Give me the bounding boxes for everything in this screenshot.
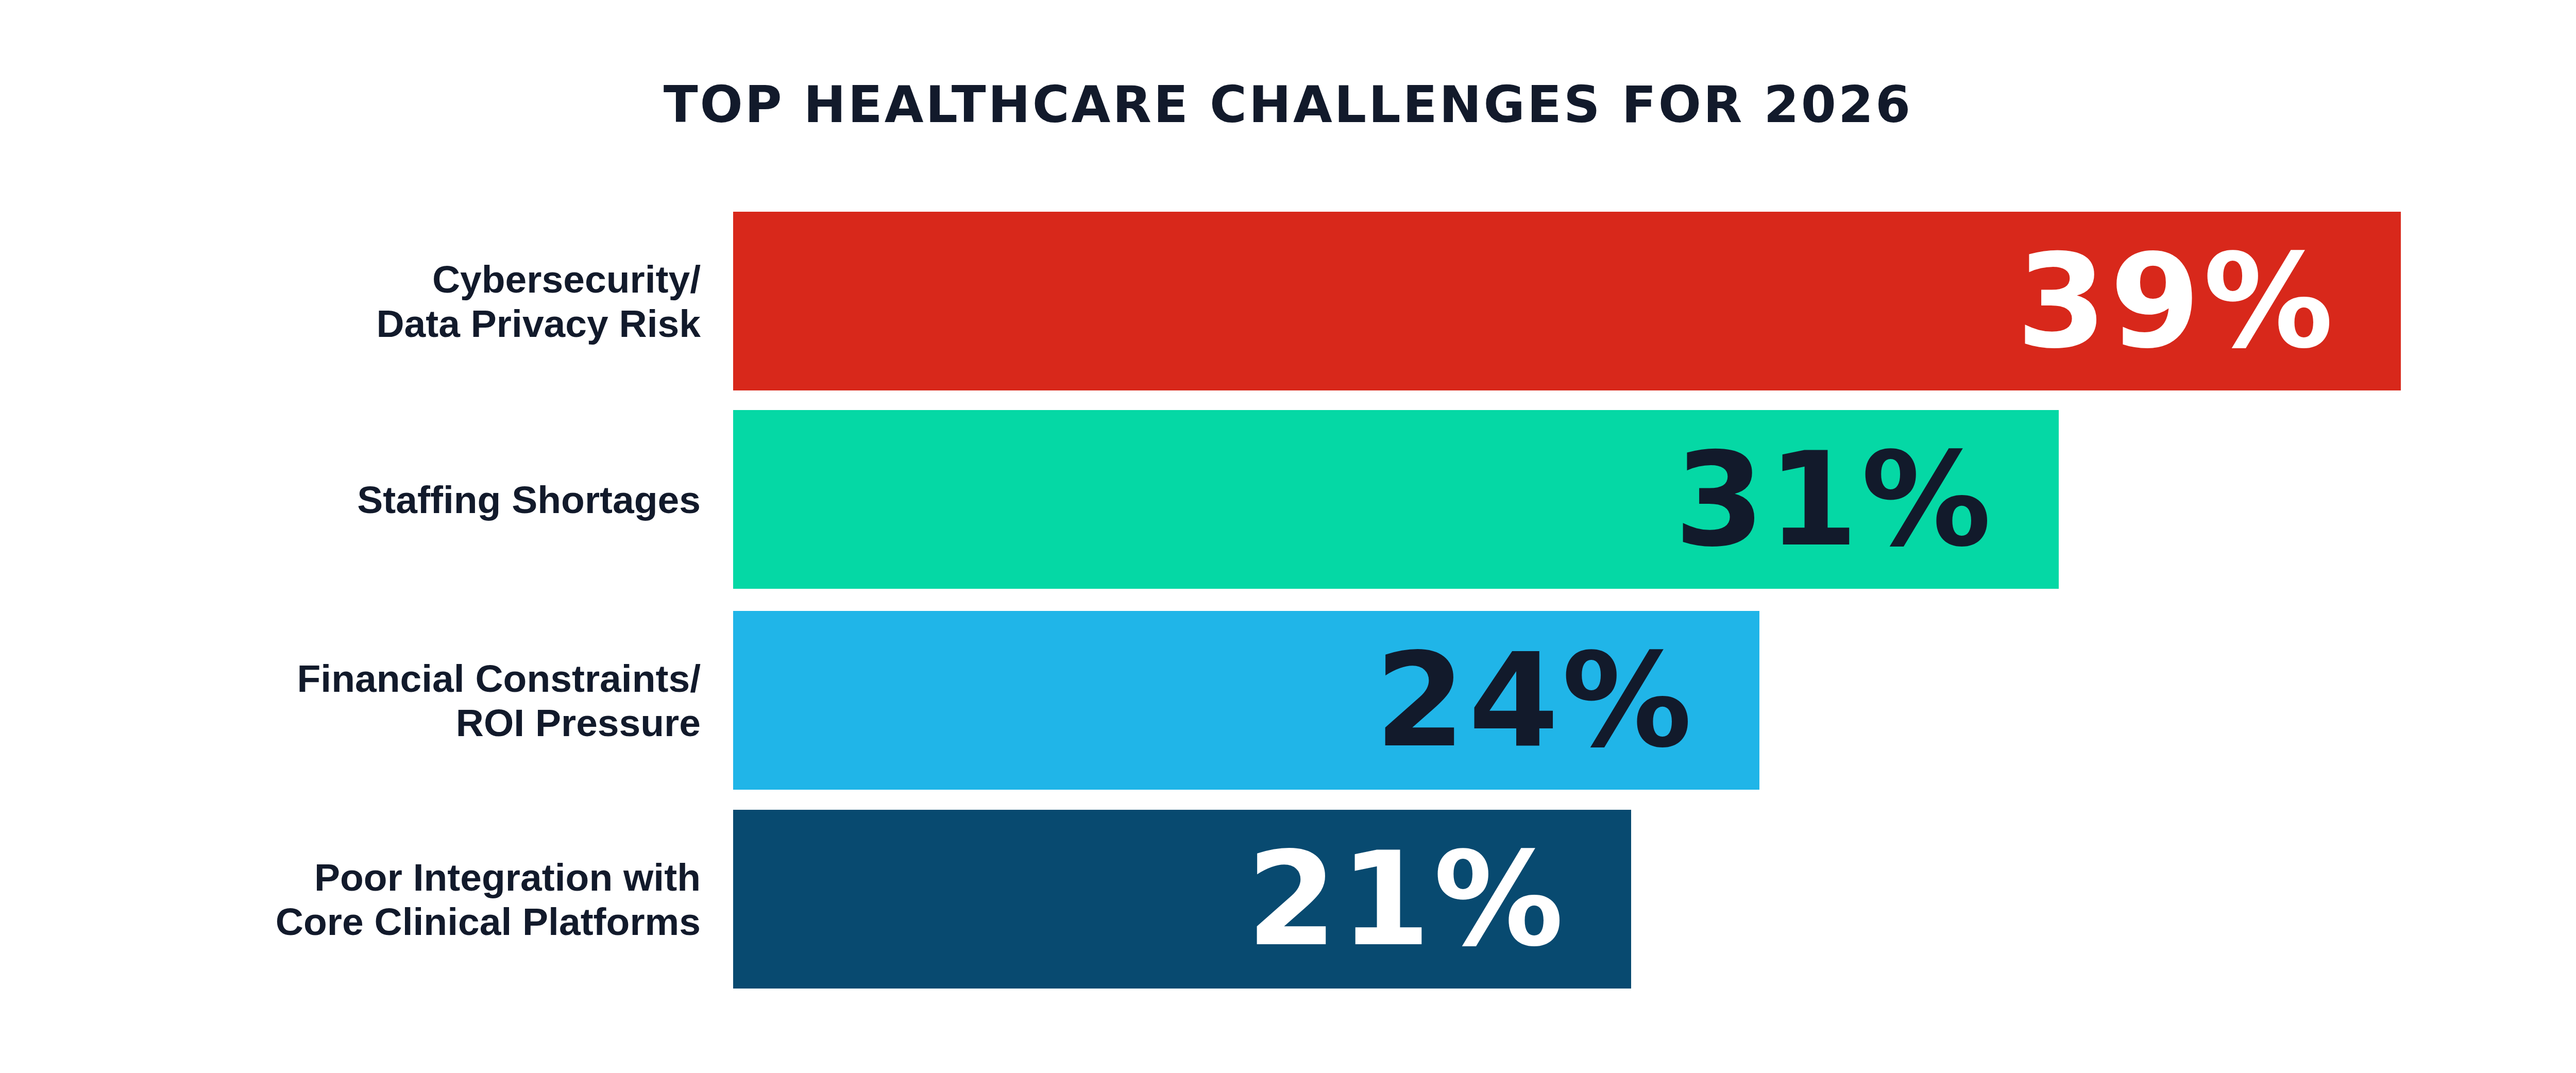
chart-title: TOP HEALTHCARE CHALLENGES FOR 2026 xyxy=(0,77,2576,133)
value-label: 39% xyxy=(2016,236,2336,366)
bar-row: Poor Integration with Core Clinical Plat… xyxy=(0,810,2576,989)
bar-row: Staffing Shortages 31% xyxy=(0,410,2576,589)
bar: 21% xyxy=(733,810,1631,989)
bar: 31% xyxy=(733,410,2059,589)
value-label: 24% xyxy=(1375,636,1695,765)
category-label: Poor Integration with Core Clinical Plat… xyxy=(0,810,701,989)
bar: 24% xyxy=(733,611,1759,790)
value-label: 21% xyxy=(1247,834,1567,964)
bar: 39% xyxy=(733,212,2401,390)
bar-row: Cybersecurity/ Data Privacy Risk 39% xyxy=(0,212,2576,390)
category-label: Cybersecurity/ Data Privacy Risk xyxy=(0,212,701,390)
bar-row: Financial Constraints/ ROI Pressure 24% xyxy=(0,611,2576,790)
category-label: Staffing Shortages xyxy=(0,410,701,589)
chart: TOP HEALTHCARE CHALLENGES FOR 2026 Cyber… xyxy=(0,0,2576,1073)
category-label: Financial Constraints/ ROI Pressure xyxy=(0,611,701,790)
value-label: 31% xyxy=(1674,435,1994,565)
